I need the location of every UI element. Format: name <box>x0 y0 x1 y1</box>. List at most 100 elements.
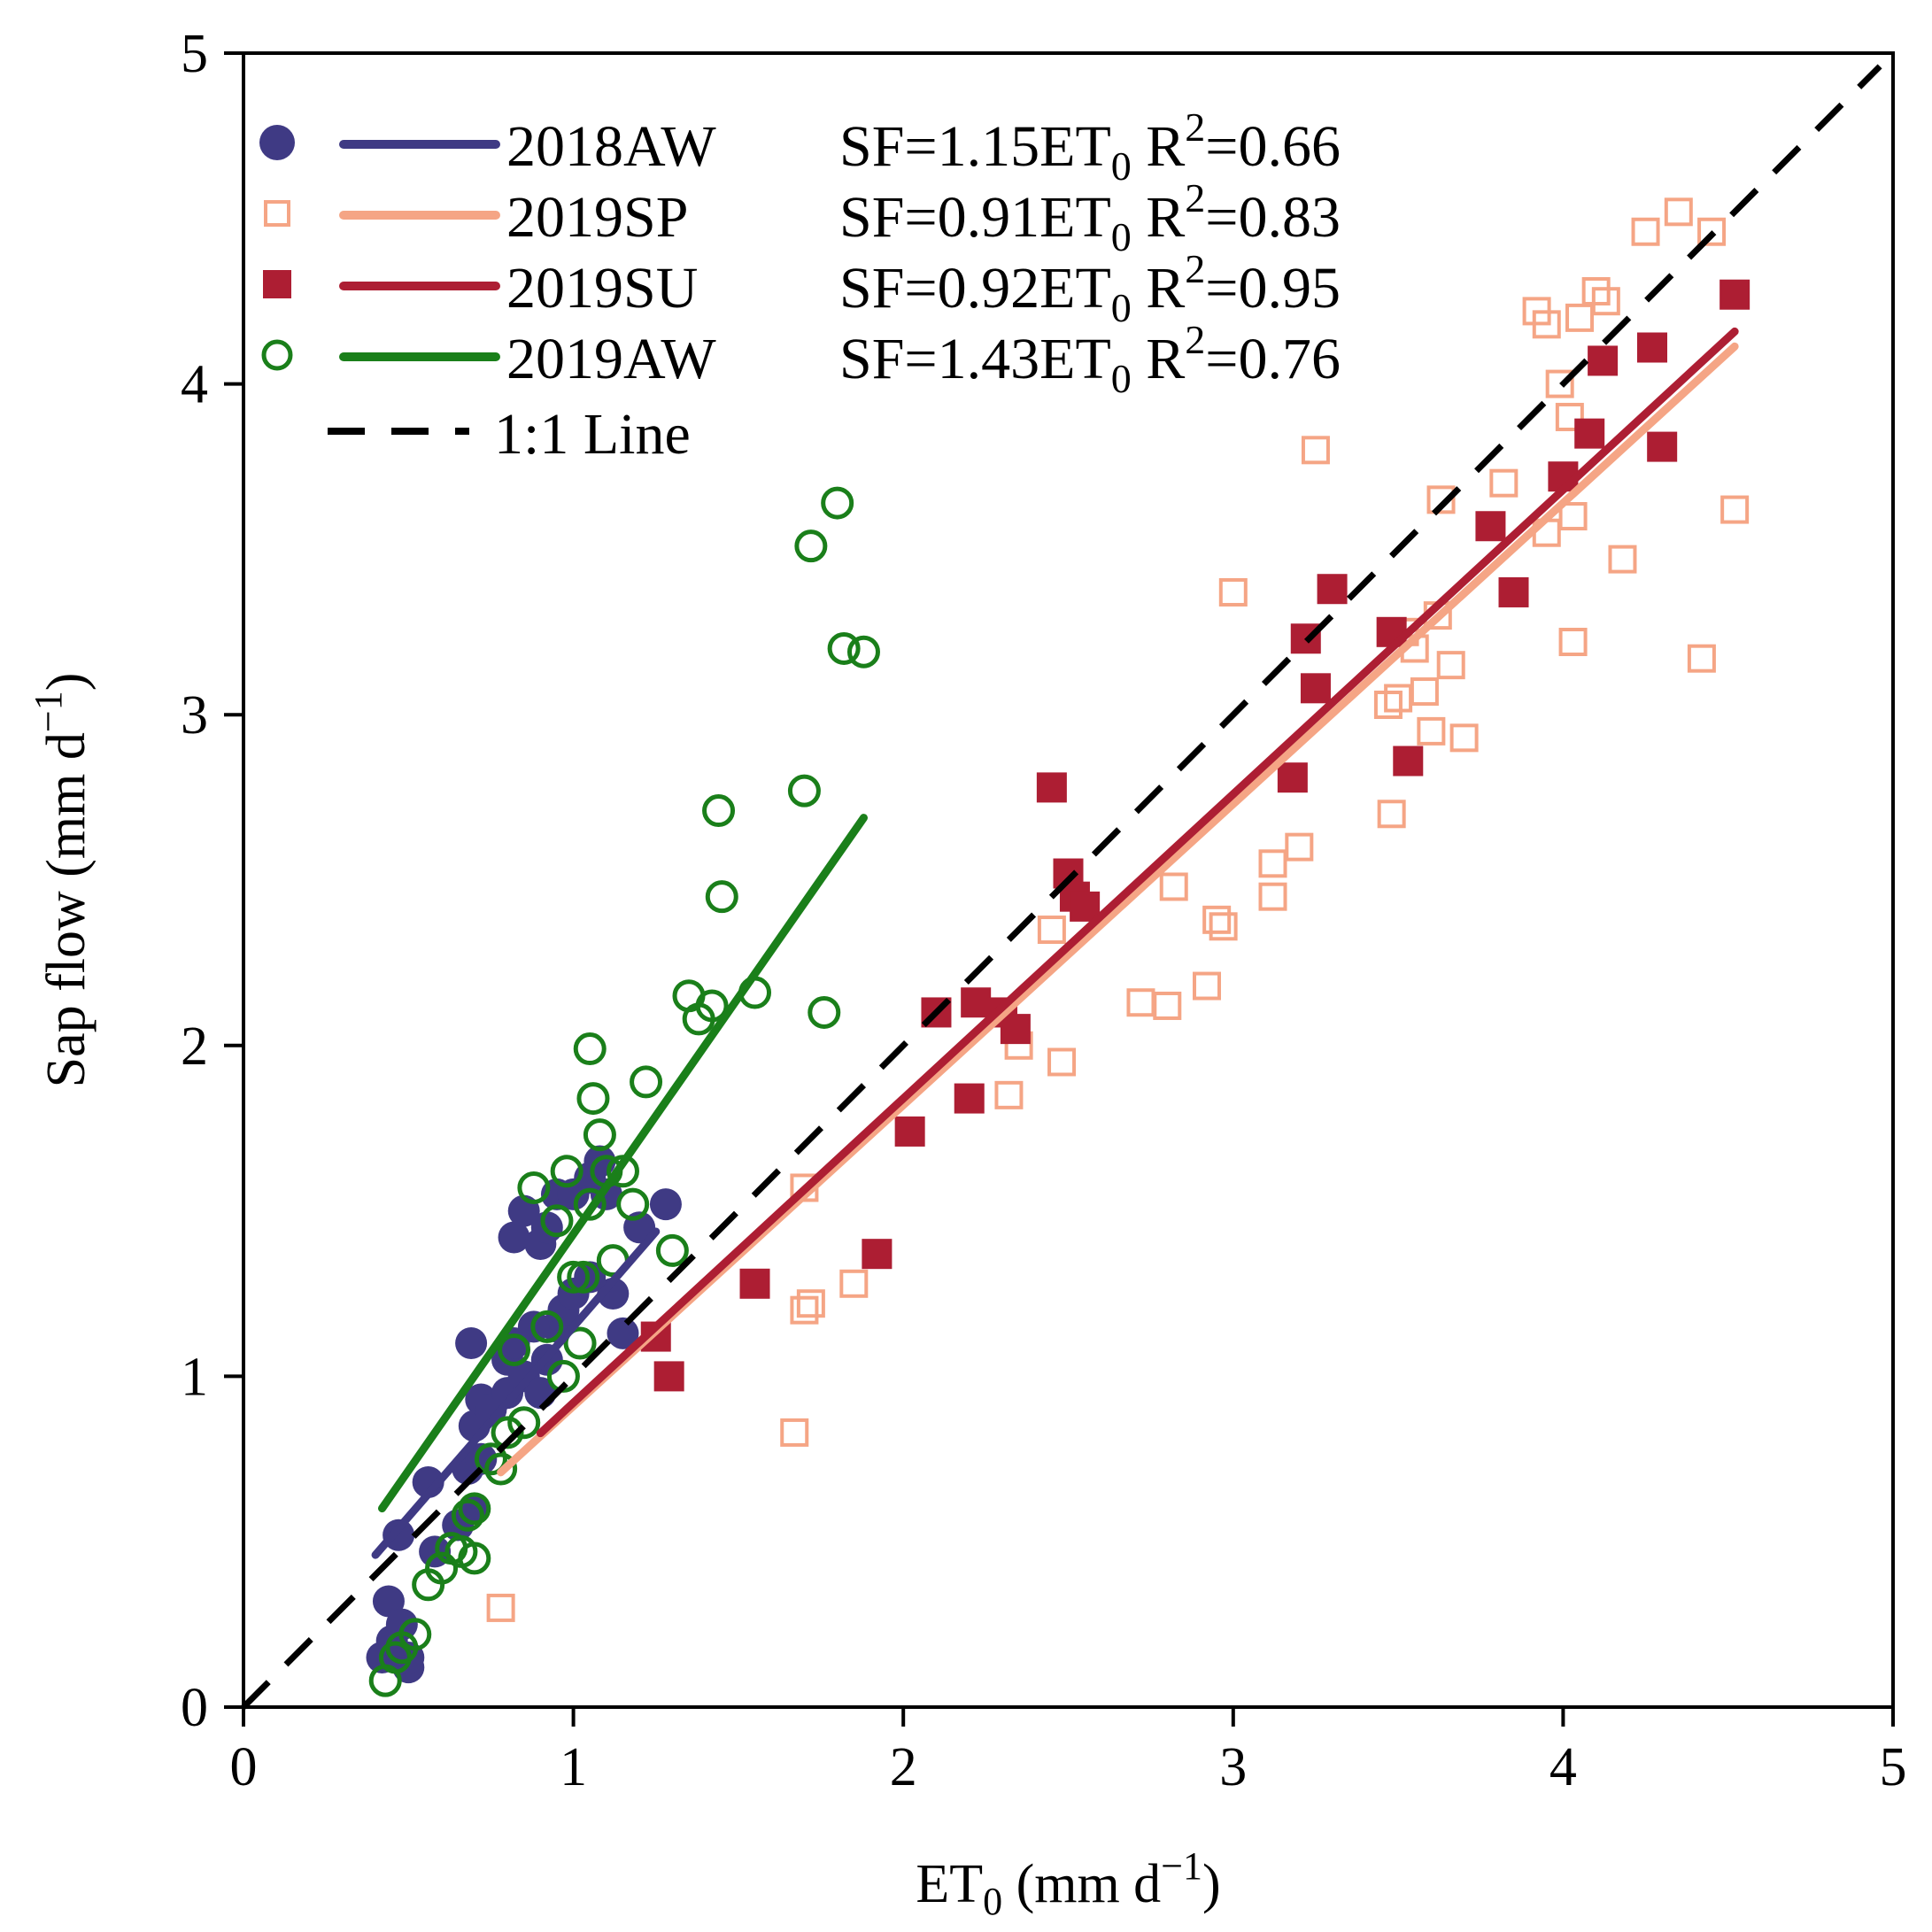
point-2019SU <box>1475 511 1506 542</box>
point-2019SP <box>1558 502 1588 531</box>
y-axis-title: Sap flow (mm d−1) <box>27 673 97 1088</box>
point-2019SU <box>1300 673 1331 704</box>
legend-fit-equation: SF=0.92ET0 R2=0.95 <box>839 246 1341 330</box>
point-2019SP <box>1373 690 1403 719</box>
y-tick-label: 0 <box>181 1678 208 1738</box>
point-2019AW <box>451 1498 484 1532</box>
point-2019SP <box>1664 197 1693 227</box>
point-2019SU <box>1000 1014 1031 1045</box>
point-2019SU <box>1588 345 1619 376</box>
point-2019SU <box>1498 576 1529 607</box>
point-2019SU <box>961 987 992 1018</box>
point-2019SP <box>1037 916 1066 945</box>
point-2019SP <box>1417 716 1446 746</box>
point-2019AW <box>498 1333 531 1367</box>
y-tick-label: 2 <box>181 1016 208 1077</box>
point-2019SP <box>1047 1047 1077 1077</box>
point-2018AW <box>498 1221 530 1254</box>
point-2019AW <box>458 1542 491 1575</box>
y-tick-label: 4 <box>181 355 208 415</box>
legend-series-name: 2018AW <box>506 114 716 179</box>
point-2019SP <box>1565 303 1595 332</box>
fit-line-2019SU <box>536 327 1739 1438</box>
point-2019AW <box>563 1326 597 1360</box>
fit-eq-value: =0.66 <box>1205 114 1341 179</box>
point-2019SP <box>1545 369 1574 398</box>
point-2019SP <box>1192 971 1221 1001</box>
y-tick-label: 5 <box>181 24 208 84</box>
point-2019AW <box>540 1204 574 1238</box>
point-2019SP <box>994 1080 1024 1109</box>
legend-fit-equation: SF=1.15ET0 R2=0.66 <box>839 104 1341 189</box>
point-2019SU <box>894 1116 925 1147</box>
fit-eq-value: =0.83 <box>1205 185 1341 250</box>
fit-eq-main: SF=0.92ET <box>839 256 1111 321</box>
y-tick-label: 3 <box>181 685 208 746</box>
legend-marker <box>264 200 290 227</box>
fit-line-2019AW <box>377 814 868 1513</box>
x-tick-label: 3 <box>1219 1737 1247 1797</box>
point-2019SP <box>1581 276 1611 305</box>
fit-eq-main: SF=1.15ET <box>839 114 1111 179</box>
point-2019AW <box>630 1065 663 1099</box>
legend-marker <box>261 339 293 371</box>
point-2019SP <box>1218 577 1248 607</box>
series-2018AW <box>366 1145 682 1684</box>
point-2019SP <box>1720 495 1750 524</box>
legend-series-name: 2019AW <box>506 327 716 391</box>
series-2019SP <box>486 197 1750 1622</box>
point-2019SP <box>1153 991 1182 1020</box>
point-2019SU <box>1036 772 1067 803</box>
plot-frame <box>242 51 1895 1709</box>
point-2019AW <box>827 631 861 665</box>
point-2019SP <box>1209 912 1238 941</box>
point-2019AW <box>583 1118 616 1152</box>
point-2019SP <box>1384 684 1413 713</box>
fit-eq-value: =0.76 <box>1205 327 1341 391</box>
point-2019AW <box>616 1187 650 1221</box>
x-tick-label: 1 <box>560 1737 587 1797</box>
series-2019SU <box>640 279 1750 1392</box>
point-2019SP <box>1159 872 1188 901</box>
point-2019SP <box>1301 436 1330 465</box>
point-2018AW <box>574 1261 607 1294</box>
point-2019AW <box>655 1233 689 1267</box>
point-2019AW <box>821 486 854 520</box>
x-tick-label: 4 <box>1549 1737 1577 1797</box>
point-2019SP <box>1426 485 1456 514</box>
point-2019AW <box>573 1187 607 1221</box>
point-2019SP <box>1489 468 1519 498</box>
x-axis-title-sub: 0 <box>983 1880 1002 1923</box>
legend-item-2019AW: 2019AW SF=1.43ET0 R2=0.76 <box>261 317 1341 401</box>
point-2019AW <box>787 774 821 808</box>
fit-eq-sub: 0 <box>1111 356 1132 401</box>
point-2019AW <box>530 1310 564 1343</box>
point-2019SU <box>1393 746 1424 777</box>
point-2019AW <box>794 529 828 563</box>
x-tick-label: 5 <box>1880 1737 1907 1797</box>
fit-line-2018AW <box>371 1227 661 1559</box>
point-2019SP <box>1258 849 1287 878</box>
point-2019AW <box>846 635 880 668</box>
point-2018AW <box>607 1317 639 1349</box>
legend-item-2018AW: 2018AW SF=1.15ET0 R2=0.66 <box>259 104 1341 189</box>
legend-item-2019SP: 2019SP SF=0.91ET0 R2=0.83 <box>264 175 1341 259</box>
fit-eq-r: R <box>1132 256 1186 321</box>
fit-eq-r: R <box>1132 185 1186 250</box>
y-tick-label: 1 <box>181 1347 208 1407</box>
series-2019AW <box>368 486 880 1697</box>
legend-series-name: 2019SU <box>506 256 698 321</box>
x-axis-title-sup: −1 <box>1161 1844 1202 1888</box>
y-axis-title-close: ) <box>36 673 97 692</box>
point-2019SP <box>1532 310 1561 339</box>
point-2019SP <box>1608 545 1637 574</box>
legend-item-one-to-one: 1:1 Line <box>328 402 691 467</box>
y-axis-title-main: Sap flow (mm d <box>36 732 97 1087</box>
point-2019SP <box>1555 402 1584 431</box>
y-axis-title-sup: −1 <box>27 691 70 732</box>
fit-eq-main: SF=0.91ET <box>839 185 1111 250</box>
plot-marks <box>241 64 1882 1710</box>
point-2019SP <box>790 1295 819 1325</box>
